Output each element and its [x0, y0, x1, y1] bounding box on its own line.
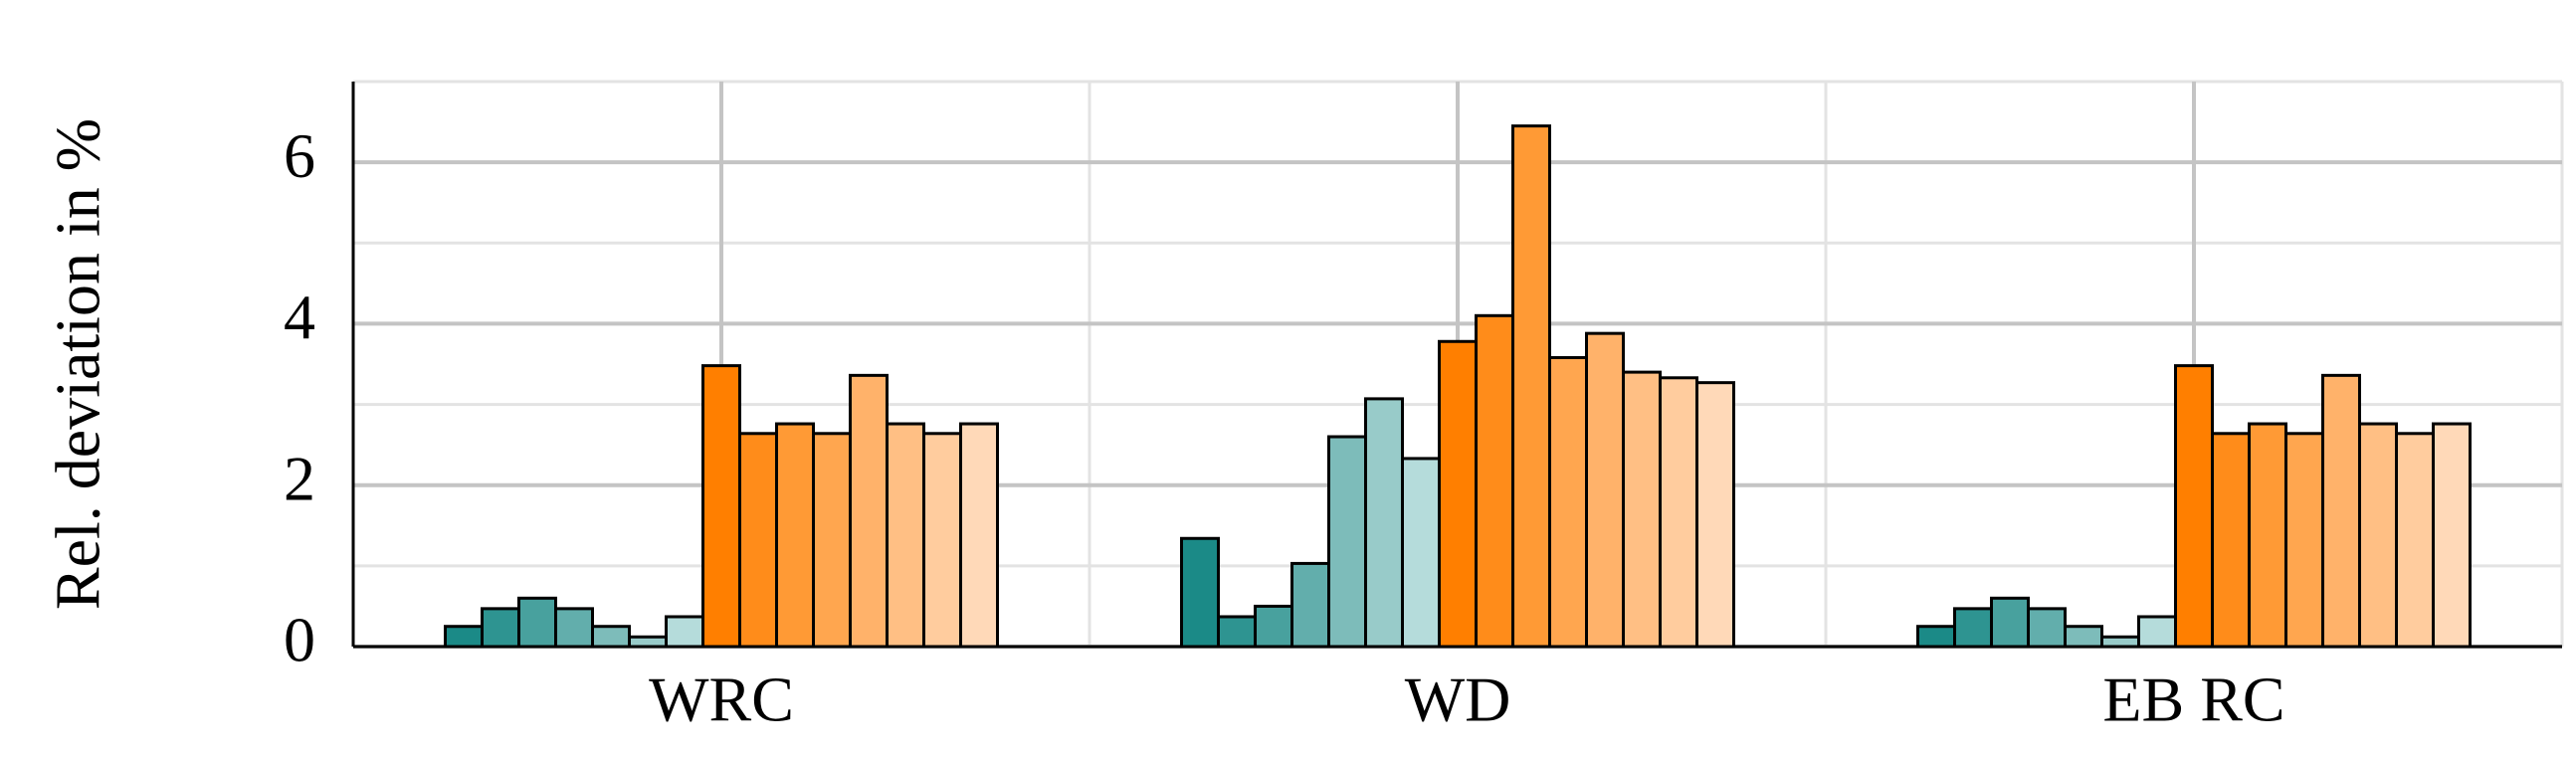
bar: [2248, 422, 2287, 649]
bar: [2211, 432, 2251, 649]
bar: [959, 422, 999, 649]
bar: [1622, 370, 1662, 649]
bar: [1327, 435, 1367, 649]
bar: [701, 364, 741, 649]
bar: [554, 607, 594, 649]
bar: [1548, 356, 1588, 649]
bar: [1180, 536, 1220, 649]
bar: [1401, 457, 1441, 649]
bar: [2432, 422, 2472, 649]
bar: [849, 373, 889, 649]
bar: [886, 422, 925, 649]
y-tick-label: 2: [284, 443, 315, 513]
bar: [922, 432, 962, 649]
bar: [1659, 376, 1698, 649]
bar: [2100, 635, 2140, 649]
bar: [1990, 596, 2030, 649]
bar: [481, 607, 520, 649]
bar: [1511, 124, 1551, 649]
bar: [1364, 397, 1404, 649]
bar: [2284, 432, 2324, 649]
y-tick-label: 6: [284, 120, 315, 191]
bar: [1953, 607, 1993, 649]
bar: [738, 432, 778, 649]
bar: [1290, 561, 1330, 649]
x-tick-label: WD: [1405, 664, 1511, 735]
y-axis-label: Rel. deviation in %: [43, 118, 113, 610]
bar: [2064, 625, 2103, 649]
y-tick-label: 4: [284, 282, 315, 352]
bar: [1695, 381, 1735, 649]
bar: [2321, 373, 2361, 649]
bar: [2027, 607, 2067, 649]
bar: [1438, 339, 1478, 649]
bar: [444, 625, 484, 649]
bar: [2174, 364, 2214, 649]
bar: [1475, 313, 1514, 649]
x-tick-label: WRC: [649, 664, 794, 735]
bar: [628, 635, 668, 649]
bar: [812, 432, 852, 649]
bar: [1254, 604, 1293, 649]
bar: [2137, 615, 2177, 649]
bar: [591, 625, 631, 649]
bar: [2358, 422, 2398, 649]
bar: [1585, 331, 1625, 649]
y-tick-label: 0: [284, 605, 315, 675]
bar: [775, 422, 815, 649]
x-tick-label: EB RC: [2102, 664, 2284, 735]
bar: [665, 615, 704, 649]
bar: [2395, 432, 2435, 649]
bar: [517, 596, 557, 649]
bar: [1217, 615, 1257, 649]
bar: [1916, 625, 1956, 649]
